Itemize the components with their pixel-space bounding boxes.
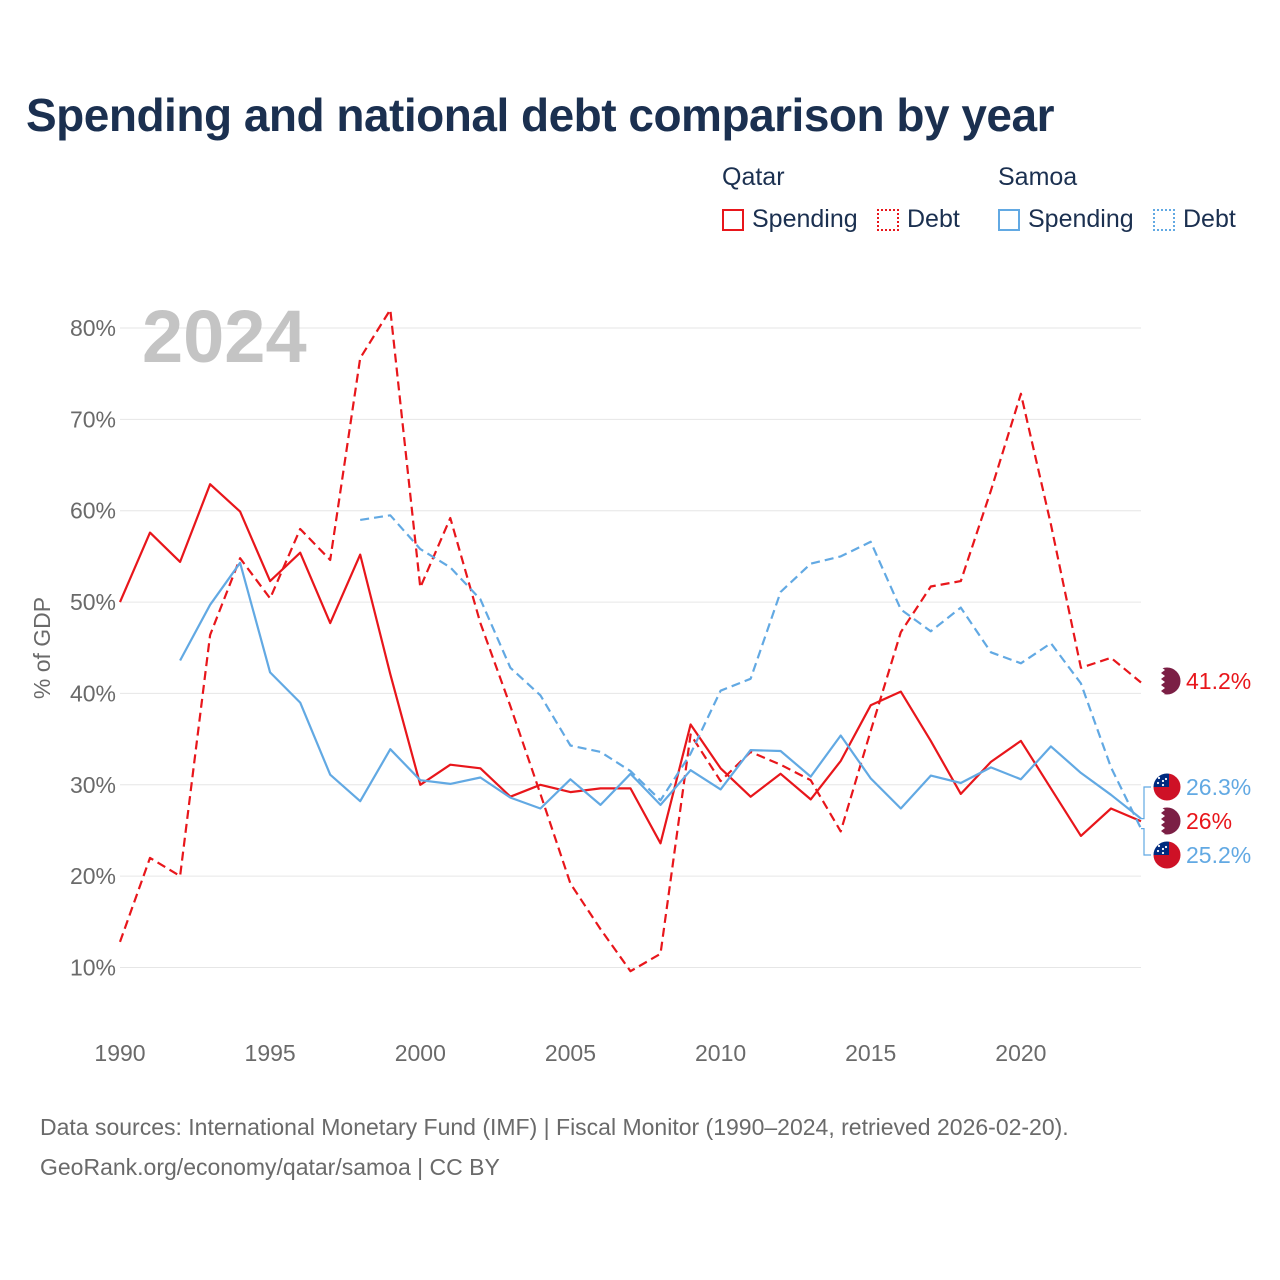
line-chart: 2024 10% 20% 30% 40% 50% 60% 70% 80% 1990 1995 20… — [29, 295, 1251, 1066]
source-line-1: Data sources: International Monetary Fun… — [40, 1114, 1069, 1140]
end-labels: 41.2% 26.3% 26% 25.2% — [1141, 666, 1251, 870]
end-label-connector — [1141, 786, 1151, 820]
x-axis-ticks: 1990 1995 2000 2005 2010 2015 2020 — [94, 1040, 1046, 1066]
chart-title: Spending and national debt comparison by… — [26, 89, 1055, 141]
qatar-flag-icon — [1152, 666, 1182, 696]
end-label-qatar-debt: 41.2% — [1186, 668, 1251, 694]
series-lines — [118, 308, 1142, 973]
source-line-2[interactable]: GeoRank.org/economy/qatar/samoa | CC BY — [40, 1154, 500, 1180]
y-tick-label: 30% — [70, 772, 116, 798]
samoa-flag-icon — [1152, 772, 1182, 802]
legend-qatar-debt[interactable]: Debt — [877, 205, 960, 234]
x-tick-label: 2000 — [395, 1040, 446, 1066]
y-axis-ticks: 10% 20% 30% 40% 50% 60% 70% 80% — [70, 315, 116, 981]
y-tick-label: 10% — [70, 955, 116, 981]
y-tick-label: 80% — [70, 315, 116, 341]
qatar-flag-icon — [1152, 806, 1182, 836]
gridlines — [120, 327, 1141, 968]
series-line-samoa-spending[interactable] — [179, 561, 1142, 820]
y-tick-label: 20% — [70, 863, 116, 889]
legend-label: Debt — [907, 205, 960, 233]
y-axis-label: % of GDP — [29, 597, 55, 699]
legend-title-qatar: Qatar — [722, 163, 785, 191]
x-tick-label: 2015 — [845, 1040, 896, 1066]
legend-label: Spending — [1028, 205, 1134, 233]
samoa-flag-icon — [1152, 840, 1182, 870]
x-tick-label: 1995 — [245, 1040, 296, 1066]
legend-label: Debt — [1183, 205, 1236, 233]
legend-swatch-dotted-icon — [877, 208, 899, 231]
legend-samoa-debt[interactable]: Debt — [1153, 205, 1236, 234]
y-tick-label: 60% — [70, 498, 116, 524]
year-watermark: 2024 — [142, 295, 307, 378]
end-label-samoa-spending: 26.3% — [1186, 774, 1251, 800]
y-tick-label: 50% — [70, 589, 116, 615]
end-label-qatar-spending: 26% — [1186, 808, 1232, 834]
legend-qatar-spending[interactable]: Spending — [722, 205, 858, 234]
x-tick-label: 2005 — [545, 1040, 596, 1066]
legend-label: Spending — [752, 205, 858, 233]
source-note: Data sources: International Monetary Fun… — [40, 1107, 1069, 1187]
x-tick-label: 2020 — [995, 1040, 1046, 1066]
legend-swatch-solid-icon — [722, 208, 744, 231]
x-tick-label: 1990 — [94, 1040, 145, 1066]
legend-samoa-spending[interactable]: Spending — [998, 205, 1134, 234]
legend-swatch-solid-icon — [998, 208, 1020, 231]
end-label-connector — [1141, 827, 1151, 856]
x-tick-label: 2010 — [695, 1040, 746, 1066]
series-line-qatar-spending[interactable] — [118, 483, 1142, 845]
legend-swatch-dotted-icon — [1153, 208, 1175, 231]
series-line-qatar-debt[interactable] — [118, 308, 1142, 973]
series-line-samoa-debt[interactable] — [360, 514, 1142, 830]
legend-title-samoa: Samoa — [998, 163, 1078, 191]
y-tick-label: 70% — [70, 406, 116, 432]
end-label-samoa-debt: 25.2% — [1186, 842, 1251, 868]
y-tick-label: 40% — [70, 680, 116, 706]
